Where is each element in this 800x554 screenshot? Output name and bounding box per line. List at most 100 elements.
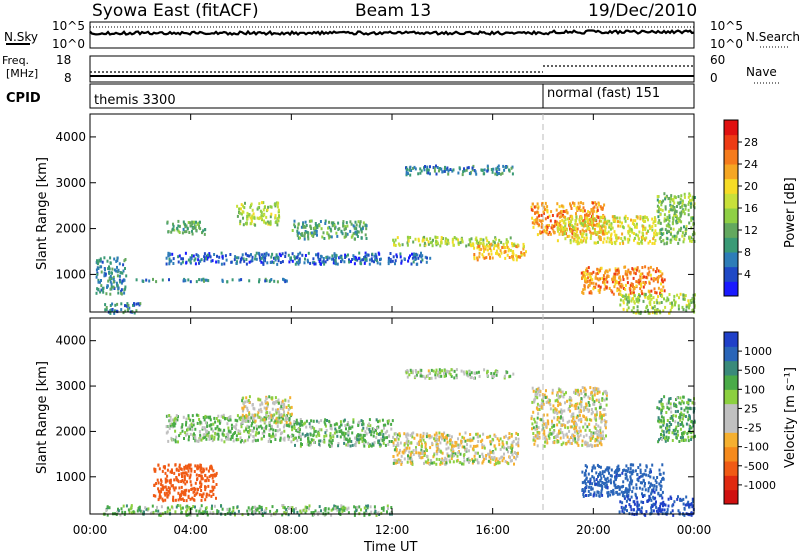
heatmap-cell: [375, 513, 378, 517]
heatmap-cell: [245, 426, 248, 430]
heatmap-cell: [241, 253, 244, 257]
heatmap-cell: [664, 305, 667, 309]
heatmap-cell: [296, 428, 299, 432]
heatmap-cell: [378, 252, 381, 256]
heatmap-cell: [364, 259, 367, 263]
heatmap-cell: [304, 230, 307, 233]
heatmap-cell: [436, 442, 439, 446]
heatmap-cell: [597, 268, 600, 272]
heatmap-cell: [187, 258, 190, 262]
heatmap-cell: [213, 435, 216, 439]
heatmap-cell: [519, 255, 522, 259]
heatmap-cell: [252, 429, 255, 433]
heatmap-cell: [650, 306, 653, 310]
heatmap-cell: [592, 201, 594, 205]
heatmap-cell: [190, 423, 193, 427]
heatmap-cell: [675, 213, 678, 217]
heatmap-cell: [298, 431, 301, 435]
heatmap-cell: [554, 399, 557, 403]
heatmap-cell: [394, 459, 397, 463]
heatmap-cell: [672, 198, 675, 202]
heatmap-cell: [615, 279, 618, 283]
heatmap-cell: [127, 508, 130, 512]
heatmap-cell: [398, 432, 401, 436]
heatmap-cell: [240, 207, 242, 211]
heatmap-cell: [410, 441, 413, 445]
heatmap-cell: [378, 442, 381, 446]
heatmap-cell: [295, 256, 298, 260]
heatmap-cell: [584, 224, 587, 228]
heatmap-cell: [440, 241, 443, 245]
heatmap-cell: [586, 216, 589, 220]
heatmap-cell: [333, 223, 336, 227]
heatmap-cell: [129, 507, 132, 511]
heatmap-cell: [539, 230, 542, 234]
heatmap-cell: [276, 420, 279, 424]
heatmap-cell: [671, 222, 674, 226]
heatmap-cell: [304, 225, 307, 229]
heatmap-cell: [584, 220, 587, 224]
heatmap-cell: [489, 434, 492, 438]
heatmap-cell: [296, 234, 299, 238]
heatmap-cell: [324, 418, 327, 422]
heatmap-cell: [597, 424, 600, 428]
heatmap-cell: [177, 498, 180, 502]
heatmap-cell: [259, 403, 262, 407]
heatmap-cell: [596, 232, 599, 236]
heatmap-cell: [548, 399, 551, 403]
heatmap-cell: [225, 258, 228, 262]
heatmap-cell: [268, 221, 271, 225]
heatmap-cell: [120, 289, 123, 293]
heatmap-cell: [183, 471, 186, 475]
heatmap-cell: [455, 443, 458, 447]
heatmap-cell: [293, 257, 296, 261]
heatmap-cell: [117, 268, 120, 272]
heatmap-cell: [249, 433, 252, 437]
heatmap-cell: [538, 393, 541, 397]
heatmap-cell: [412, 452, 415, 456]
heatmap-cell: [422, 238, 425, 242]
heatmap-cell: [347, 431, 350, 435]
heatmap-cell: [601, 224, 604, 228]
heatmap-cell: [279, 438, 282, 442]
heatmap-cell: [687, 202, 690, 206]
heatmap-cell: [396, 255, 398, 259]
heatmap-cell: [532, 438, 535, 442]
heatmap-cell: [119, 271, 122, 275]
heatmap-cell: [408, 441, 411, 445]
heatmap-cell: [678, 228, 681, 232]
heatmap-cell: [553, 441, 556, 445]
heatmap-cell: [343, 508, 346, 512]
colorbar-tick-label: 24: [744, 158, 758, 171]
heatmap-cell: [306, 506, 309, 510]
heatmap-cell: [653, 231, 656, 235]
heatmap-cell: [344, 506, 347, 510]
heatmap-cell: [117, 291, 120, 295]
heatmap-cell: [498, 253, 500, 257]
heatmap-cell: [382, 506, 385, 510]
heatmap-cell: [268, 434, 271, 437]
heatmap-cell: [395, 444, 398, 448]
heatmap-cell: [244, 400, 247, 404]
heatmap-cell: [594, 218, 597, 222]
heatmap-cell: [260, 211, 263, 215]
heatmap-cell: [314, 262, 317, 266]
heatmap-cell: [279, 413, 282, 417]
heatmap-cell: [532, 389, 535, 393]
heatmap-cell: [675, 235, 678, 239]
heatmap-cell: [624, 265, 627, 269]
heatmap-cell: [485, 454, 488, 457]
heatmap-cell: [270, 440, 272, 444]
heatmap-cell: [362, 436, 365, 440]
heatmap-cell: [657, 277, 659, 281]
heatmap-cell: [531, 216, 534, 220]
heatmap-cell: [238, 211, 241, 215]
heatmap-cell: [622, 299, 625, 303]
heatmap-cell: [595, 387, 598, 391]
heatmap-cell: [630, 229, 633, 233]
heatmap-cell: [410, 432, 413, 436]
heatmap-cell: [543, 444, 546, 448]
heatmap-cell: [432, 238, 434, 242]
heatmap-cell: [494, 172, 497, 176]
heatmap-cell: [592, 221, 594, 224]
